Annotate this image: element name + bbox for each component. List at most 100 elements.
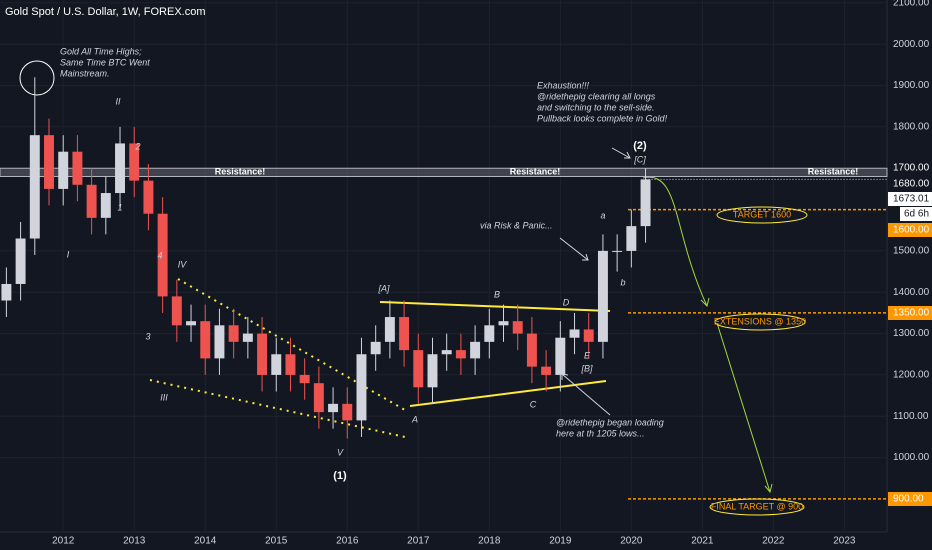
- triangle-upper: [379, 301, 611, 312]
- candle-body: [484, 325, 495, 342]
- annotation: Gold All Time Highs;: [60, 46, 142, 56]
- projection-arrow: [642, 176, 710, 307]
- wave-label: I: [67, 249, 70, 259]
- arrow: [611, 147, 631, 159]
- candle-body: [328, 403, 339, 413]
- last-price-label: 1673.01: [893, 194, 930, 205]
- wave-label: (1): [333, 470, 347, 482]
- candle-body: [186, 321, 197, 326]
- candle-body: [413, 350, 424, 388]
- arrow: [559, 237, 589, 261]
- countdown-box: [900, 207, 932, 221]
- price-label-box: [888, 306, 932, 320]
- wave-label: 4: [157, 250, 162, 260]
- candle-body: [583, 329, 594, 342]
- x-tick-label: 2015: [265, 536, 288, 547]
- candle-body: [555, 337, 566, 375]
- wave-label: D: [563, 297, 570, 307]
- resistance-label: Resistance!: [215, 167, 266, 177]
- wave-label: 3: [145, 331, 150, 341]
- candle-body: [356, 354, 367, 421]
- x-tick-label: 2012: [52, 536, 75, 547]
- annotation: Same Time BTC Went: [60, 57, 150, 67]
- x-tick-label: 2016: [336, 536, 359, 547]
- x-tick-label: 2019: [549, 536, 572, 547]
- wave-label: B: [494, 289, 500, 299]
- candle-body: [399, 317, 410, 351]
- candle-body: [455, 350, 466, 359]
- wedge-upper: [177, 278, 406, 411]
- candle-body: [626, 226, 637, 251]
- wave-label: 1: [117, 202, 122, 212]
- price-label: 900.00: [893, 494, 924, 505]
- price-label-box: [888, 223, 932, 237]
- x-tick-label: 2018: [478, 536, 501, 547]
- y-tick-label: 1200.00: [893, 370, 930, 381]
- price-label: 1680.00: [893, 179, 930, 190]
- price-label-box: [888, 177, 932, 191]
- candle-body: [157, 213, 168, 297]
- x-tick-label: 2022: [762, 536, 785, 547]
- candle-body: [15, 238, 26, 284]
- candle-body: [44, 135, 54, 189]
- wave-label: 2: [134, 141, 140, 151]
- candle-body: [86, 184, 97, 218]
- y-tick-label: 1900.00: [893, 80, 930, 91]
- peak-circle: [19, 60, 55, 96]
- target-name: FINAL TARGET @ 900: [711, 501, 803, 511]
- x-tick-label: 2023: [833, 536, 856, 547]
- candle-body: [541, 366, 552, 375]
- target-ellipse: [709, 498, 805, 516]
- x-tick-label: 2017: [407, 536, 430, 547]
- annotation: via Risk & Panic...: [480, 220, 553, 230]
- candle-body: [384, 317, 395, 342]
- candle-body: [313, 383, 324, 413]
- resistance-label: Resistance!: [808, 167, 859, 177]
- wave-label: III: [160, 392, 168, 402]
- candle-body: [370, 341, 381, 355]
- candle-body: [597, 250, 608, 342]
- candle-body: [427, 354, 438, 388]
- y-tick-label: 2000.00: [893, 39, 930, 50]
- price-label: 1700.00: [893, 163, 930, 174]
- candle-body: [257, 333, 268, 375]
- candle-body: [640, 179, 651, 227]
- wave-label: [A]: [377, 283, 390, 293]
- wave-label: A: [411, 414, 418, 424]
- candle-body: [299, 374, 310, 384]
- candle-body: [285, 354, 296, 375]
- wave-label: E: [584, 350, 591, 360]
- candle-body: [271, 354, 282, 375]
- wave-label: (2): [633, 140, 647, 152]
- wave-label: IV: [178, 259, 188, 269]
- candle-body: [526, 333, 537, 367]
- candle-body: [569, 329, 580, 338]
- candle-body: [498, 321, 509, 326]
- price-label-box: [888, 161, 932, 175]
- projection-arrow: [716, 322, 773, 494]
- target-ellipse: [714, 313, 806, 331]
- candle-body: [441, 350, 452, 355]
- target-name: TARGET 1600: [733, 209, 791, 219]
- y-tick-label: 1400.00: [893, 287, 930, 298]
- candle-body: [143, 180, 154, 214]
- wave-label: a: [600, 210, 605, 220]
- chart-title: Gold Spot / U.S. Dollar, 1W, FOREX.com: [5, 6, 206, 18]
- candle-body: [129, 143, 140, 181]
- candle-body: [200, 321, 211, 359]
- resistance-band: [0, 167, 888, 178]
- y-tick-label: 1300.00: [893, 328, 930, 339]
- candle-body: [214, 325, 225, 359]
- wave-label: b: [620, 277, 625, 287]
- annotation: and switching to the sell-side.: [537, 102, 655, 112]
- candle-body: [612, 250, 623, 252]
- annotation: Mainstream.: [60, 68, 110, 78]
- annotation: @ridethepig began loading: [556, 417, 664, 427]
- candle-body: [470, 341, 481, 359]
- y-tick-label: 2100.00: [893, 0, 930, 9]
- y-tick-label: 1800.00: [893, 122, 930, 133]
- annotation: Exhaustion!!!: [537, 80, 590, 90]
